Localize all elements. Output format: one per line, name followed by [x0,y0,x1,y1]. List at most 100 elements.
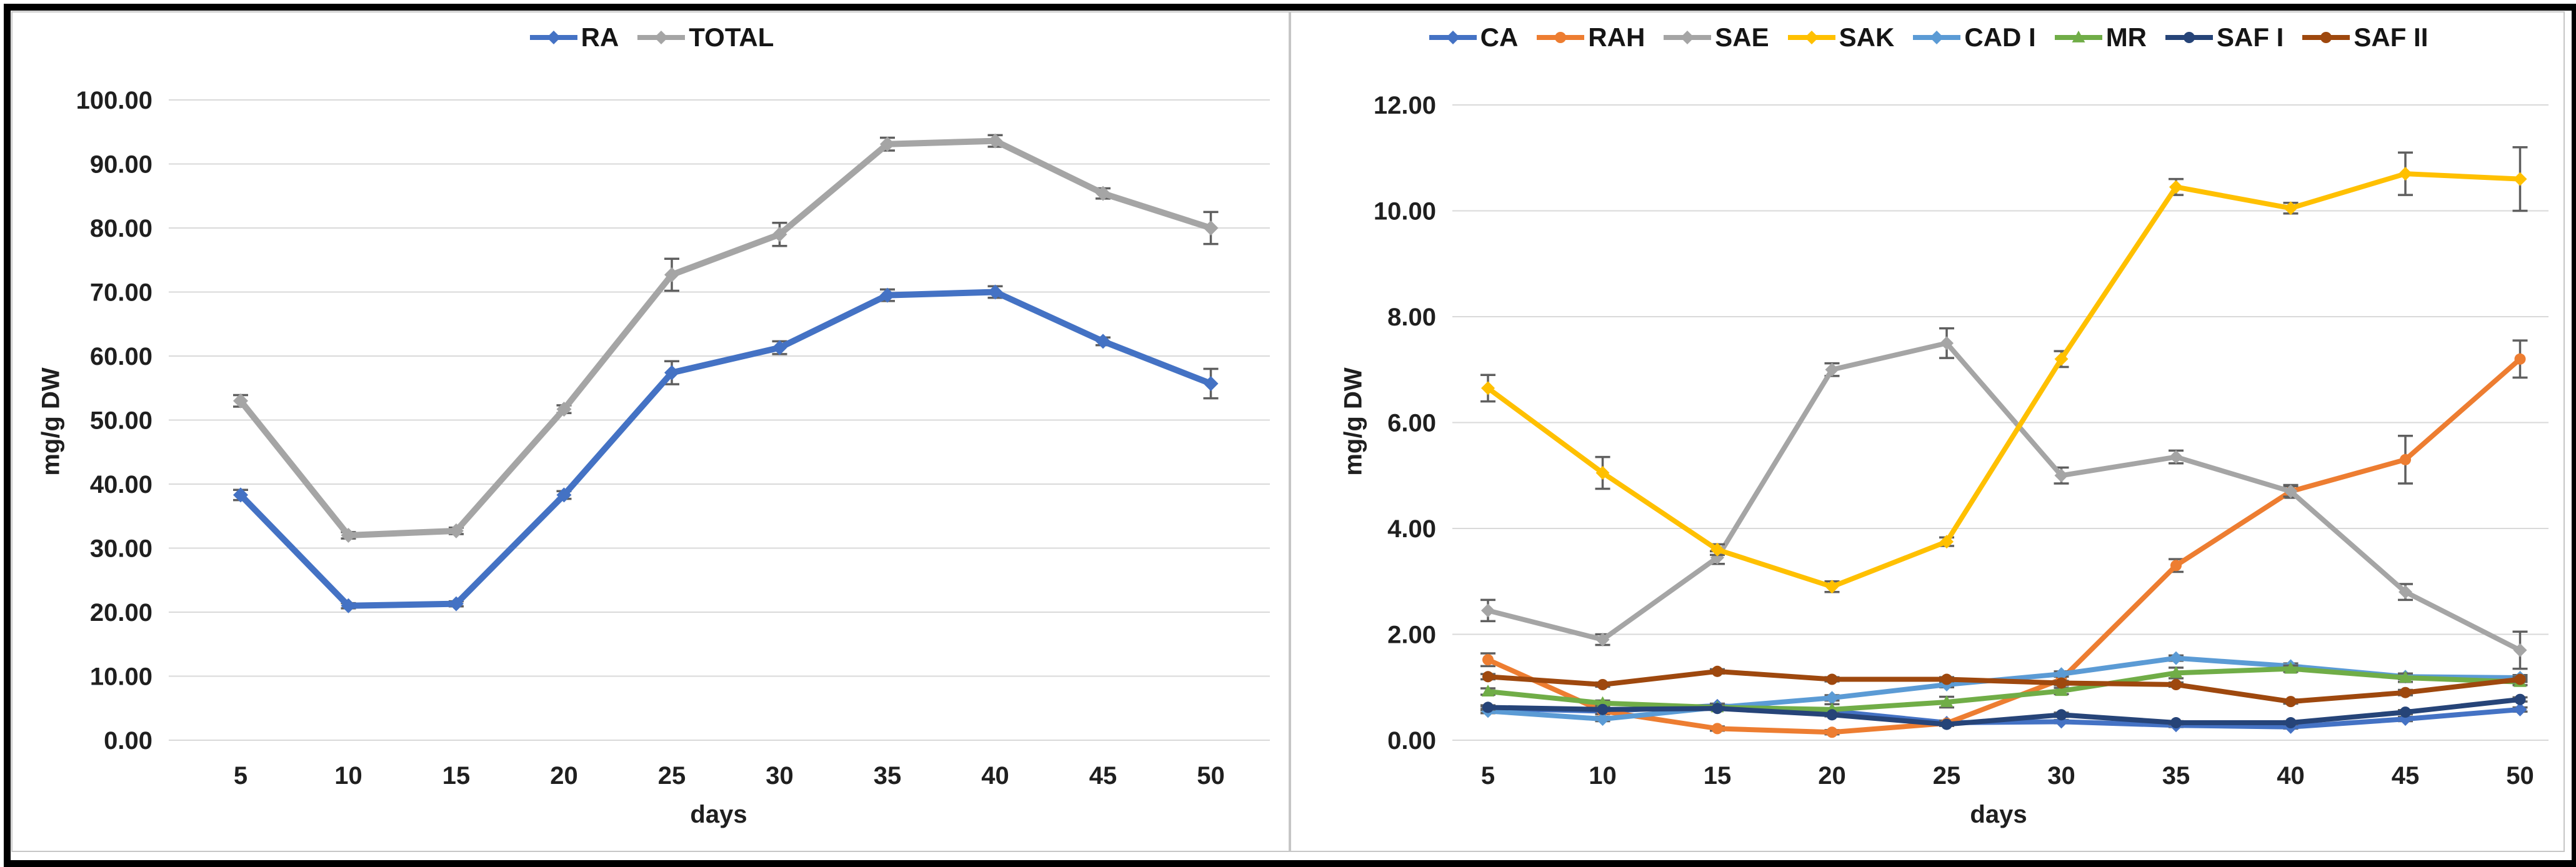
legend-label-MR: MR [2105,22,2147,52]
series-MR-marker [2399,670,2412,683]
series-RA-marker [1096,334,1111,349]
legend-item-SAK: SAK [1785,22,1895,52]
legend-RAH-marker-icon [1537,31,1585,44]
series-RA-marker [449,596,464,612]
series-SAF II-marker [2285,696,2297,708]
right-chart-legend: CA RAH SAE SAK CAD I MR SAF I SAF II [1291,22,2564,52]
series-RA-marker [772,340,787,355]
series-SAF I-marker [1826,709,1838,721]
series-CA-marker [2513,702,2527,716]
legend-label-CA: CA [1480,22,1519,52]
legend-item-TOTAL: TOTAL [635,22,774,52]
x-tick-label: 5 [234,762,247,790]
legend-RA-marker-icon [529,31,577,44]
series-SAE-marker [2513,643,2527,657]
legend-label-SAF I: SAF I [2217,22,2284,52]
series-TOTAL-marker [1203,220,1219,235]
series-SAE-marker [1825,362,1839,377]
legend-MR-marker [2072,31,2085,42]
series-MR-marker [2055,684,2068,696]
series-RA-marker [233,487,248,503]
legend-item-SAF II: SAF II [2300,22,2428,52]
y-tick-label: 40.00 [90,471,152,498]
series-SAE-marker [2169,450,2183,464]
x-tick-label: 40 [2277,762,2305,790]
y-tick-label: 90.00 [90,151,152,179]
series-SAF II-marker [2514,673,2526,685]
x-tick-label: 20 [550,762,578,790]
x-tick-label: 15 [442,762,471,790]
series-RA-marker [880,287,895,303]
legend-item-SAE: SAE [1661,22,1769,52]
right-x-axis-title: days [1970,801,2027,828]
y-tick-label: 80.00 [90,215,152,242]
series-SAF II-marker [1940,673,1953,685]
series-TOTAL-line [237,137,1214,538]
series-SAE-line [1485,340,2523,653]
series-TOTAL-marker [449,523,464,538]
series-CAD I-marker [1595,712,1610,726]
series-SAK-marker [2513,172,2527,186]
legend-label-SAF II: SAF II [2354,22,2429,52]
legend-SAF II-marker-icon [2302,31,2350,44]
series-RAH-marker [2514,353,2526,365]
series-MR-marker [2284,661,2297,674]
series-MR-marker [1481,685,1495,696]
series-MR-line [1485,666,2523,712]
series-TOTAL-marker [772,227,787,242]
series-SAK-marker [2284,201,2298,216]
y-tick-label: 70.00 [90,279,152,307]
right-chart-panel: CA RAH SAE SAK CAD I MR SAF I SAF II 0.00 2.00 4.… [1290,11,2565,852]
x-tick-label: 25 [658,762,686,790]
x-tick-label: 50 [1197,762,1225,790]
series-MR-marker [2169,666,2183,678]
series-RA-line [237,289,1214,609]
y-tick-label: 60.00 [90,343,152,370]
y-tick-label: 10.00 [1374,198,1436,225]
left-chart-legend: RA TOTAL [12,22,1289,52]
y-tick-label: 20.00 [90,599,152,627]
x-tick-label: 25 [1933,762,1961,790]
legend-label-SAE: SAE [1715,22,1769,52]
legend-label-SAK: SAK [1839,22,1895,52]
y-tick-label: 0.00 [104,727,152,755]
legend-label-RAH: RAH [1588,22,1645,52]
series-SAF II-marker [1597,678,1609,691]
series-SAF I-marker [1711,703,1724,715]
x-tick-label: 40 [981,762,1009,790]
series-SAK-marker [2399,167,2412,181]
series-SAK-marker [1595,466,1610,480]
legend-SAF I-marker-icon [2165,31,2214,44]
series-SAF I-marker [1940,718,1953,730]
series-SAF I-marker [1597,703,1609,715]
legend-CA-marker-icon [1429,31,1477,44]
legend-item-CA: CA [1427,22,1519,52]
left-x-axis-title: days [690,801,747,828]
legend-RA-marker [546,31,561,44]
legend-TOTAL-marker-icon [637,31,686,44]
x-tick-label: 10 [1589,762,1617,790]
legend-CAD I-marker-icon [1913,31,1961,44]
x-tick-label: 45 [2392,762,2420,790]
legend-CA-marker [1445,31,1460,44]
y-tick-label: 4.00 [1387,515,1436,543]
right-chart-svg: 0.00 2.00 4.00 6.00 8.00 10.00 12.00 5 10 15 20 25 3… [1374,92,2549,790]
legend-SAK-marker [1804,31,1819,44]
series-RAH-marker [2399,453,2412,465]
series-SAF II-marker [2399,686,2412,698]
series-CAD I-marker [2169,651,2183,665]
series-SAF I-marker [2170,717,2182,729]
series-SAE-marker [2399,585,2412,599]
series-TOTAL-marker [341,528,356,543]
series-SAK-marker [2169,180,2183,194]
series-SAF II-marker [1826,673,1838,685]
series-TOTAL-marker [664,267,679,282]
legend-SAF II-marker [2320,31,2332,44]
x-tick-label: 45 [1089,762,1117,790]
series-SAK-marker [1825,580,1839,594]
series-TOTAL-marker [233,393,248,409]
series-RA-marker [1203,376,1219,392]
legend-SAE-marker [1680,31,1695,44]
y-tick-label: 100.00 [76,87,152,114]
